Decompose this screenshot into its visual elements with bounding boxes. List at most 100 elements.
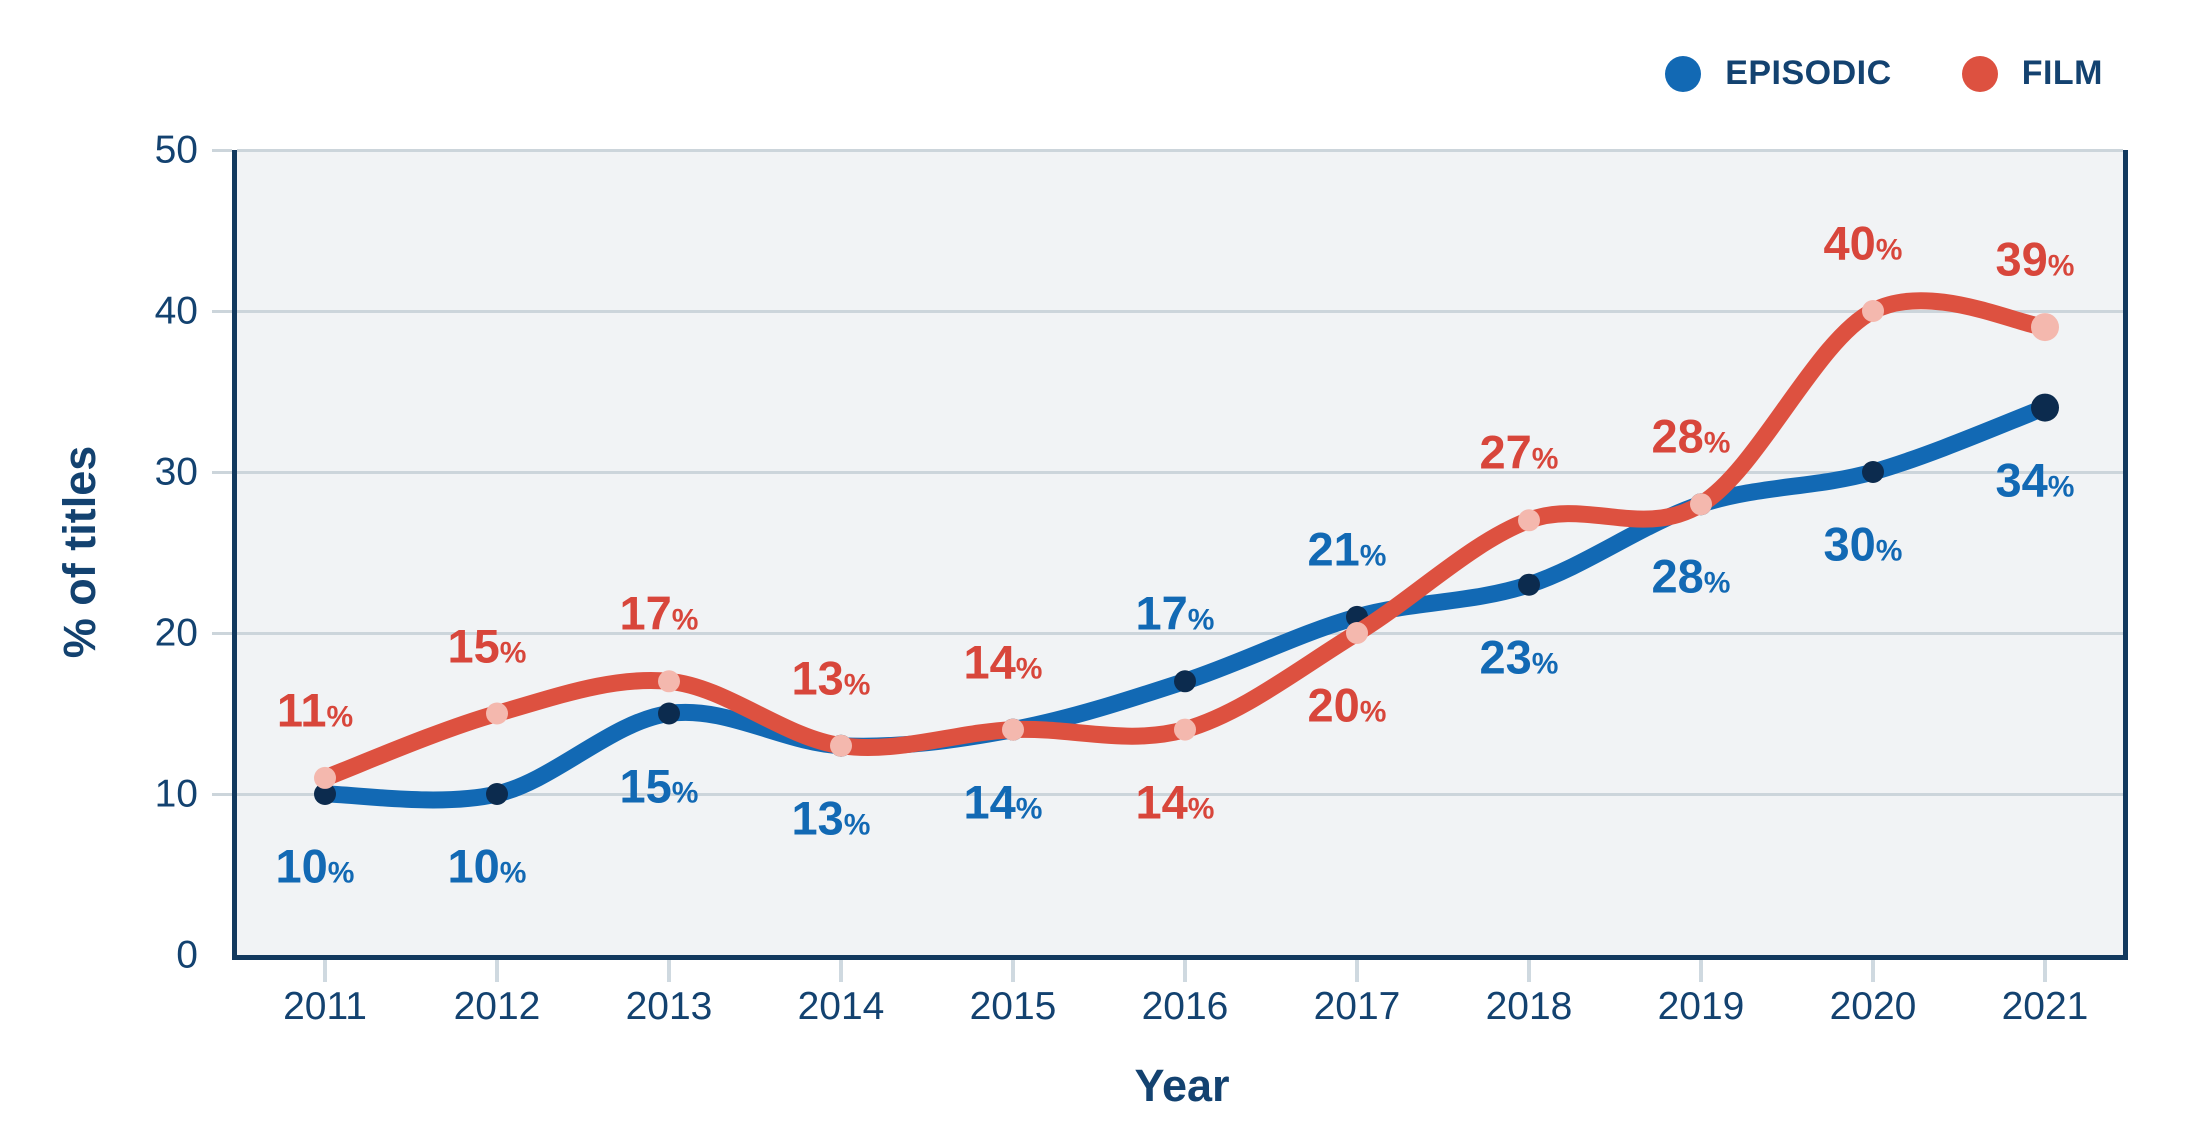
value-number: 21 <box>1307 522 1360 576</box>
x-tick-label-2013: 2013 <box>625 985 713 1028</box>
film-point-2012 <box>486 702 508 725</box>
film-value-label-2014: 13% <box>792 654 871 701</box>
x-tick <box>323 960 327 982</box>
episodic-legend-dot-icon <box>1665 55 1702 92</box>
y-tick <box>212 149 232 152</box>
episodic-point-2018 <box>1518 573 1540 596</box>
value-number: 39 <box>1995 232 2048 286</box>
episodic-value-label-2015: 14% <box>964 778 1043 825</box>
episodic-value-label-2016: 17% <box>1136 590 1215 637</box>
episodic-value-label-2018: 23% <box>1480 633 1559 680</box>
x-tick <box>1699 960 1703 982</box>
episodic-value-label-2013: 15% <box>620 762 699 809</box>
value-number: 23 <box>1479 630 1532 684</box>
x-tick-label-2017: 2017 <box>1313 985 1401 1028</box>
film-value-label-2019: 28% <box>1652 413 1731 460</box>
percent-sign: % <box>1359 539 1387 573</box>
y-tick-label: 30 <box>154 450 198 494</box>
film-point-2013 <box>658 670 680 693</box>
x-tick <box>1527 960 1531 982</box>
film-legend-dot-icon <box>1961 55 1998 92</box>
value-number: 10 <box>447 839 500 893</box>
percent-sign: % <box>843 808 871 842</box>
percent-sign: % <box>327 856 355 890</box>
value-number: 34 <box>1995 453 2048 507</box>
y-tick <box>212 632 232 635</box>
film-value-label-2021: 39% <box>1996 236 2075 283</box>
episodic-value-label-2012: 10% <box>448 843 527 890</box>
x-tick <box>1011 960 1015 982</box>
percent-sign: % <box>1187 603 1215 637</box>
value-number: 13 <box>791 651 844 705</box>
x-tick <box>495 960 499 982</box>
x-tick-label-2019: 2019 <box>1657 985 1745 1028</box>
episodic-point-2016 <box>1174 670 1196 693</box>
percent-sign: % <box>1015 652 1043 686</box>
legend-label-episodic: EPISODIC <box>1725 54 1892 92</box>
x-tick-label-2012: 2012 <box>453 985 541 1028</box>
gridline-40 <box>237 310 2123 313</box>
value-number: 10 <box>275 839 328 893</box>
film-value-label-2015: 14% <box>964 638 1043 685</box>
percent-sign: % <box>1703 566 1731 600</box>
value-number: 11 <box>276 683 327 737</box>
film-value-label-2012: 15% <box>448 622 527 669</box>
value-number: 30 <box>1823 517 1876 571</box>
film-point-2011 <box>314 766 336 789</box>
gridline-30 <box>237 471 2123 474</box>
film-point-2015 <box>1002 718 1024 741</box>
x-tick-label-2021: 2021 <box>2001 985 2089 1028</box>
x-tick-label-2011: 2011 <box>283 985 367 1028</box>
episodic-point-2021 <box>2031 393 2059 422</box>
x-tick-label-2014: 2014 <box>797 985 885 1028</box>
gridline-50 <box>237 149 2123 152</box>
film-point-2017 <box>1346 622 1368 644</box>
film-value-label-2018: 27% <box>1480 429 1559 476</box>
plot-area <box>232 149 2128 960</box>
film-value-label-2013: 17% <box>620 590 699 637</box>
percent-sign: % <box>499 636 527 669</box>
percent-sign: % <box>499 856 527 890</box>
value-number: 28 <box>1651 409 1704 463</box>
percent-sign: % <box>1359 695 1387 729</box>
film-value-label-2011: 11% <box>277 686 353 733</box>
percent-sign: % <box>1875 233 1903 267</box>
x-tick-label-2016: 2016 <box>1141 985 1229 1028</box>
y-tick <box>212 793 232 796</box>
episodic-point-2012 <box>486 783 508 805</box>
value-number: 14 <box>963 775 1016 829</box>
value-number: 15 <box>447 619 500 672</box>
film-value-label-2016: 14% <box>1136 778 1215 825</box>
y-axis-title: % of titles <box>54 445 105 659</box>
film-point-2018 <box>1518 509 1540 532</box>
gridline-10 <box>237 793 2123 796</box>
percent-sign: % <box>2047 249 2075 283</box>
percent-sign: % <box>1187 792 1215 826</box>
x-tick-label-2015: 2015 <box>969 985 1057 1028</box>
y-tick <box>212 471 232 474</box>
legend-label-film: FILM <box>2021 54 2103 92</box>
x-tick-label-2020: 2020 <box>1829 985 1917 1028</box>
value-number: 20 <box>1307 678 1360 732</box>
value-number: 15 <box>619 759 672 812</box>
film-point-2019 <box>1690 493 1712 516</box>
y-tick <box>212 310 232 313</box>
x-tick <box>1355 960 1359 982</box>
percent-sign: % <box>1531 647 1559 681</box>
y-tick-label: 0 <box>176 933 198 977</box>
episodic-value-label-2011: 10% <box>276 843 355 890</box>
legend-item-episodic: EPISODIC <box>1665 54 1891 93</box>
value-number: 13 <box>791 791 844 845</box>
y-tick-label: 50 <box>154 128 198 172</box>
percent-sign: % <box>843 668 871 702</box>
value-number: 14 <box>1135 775 1188 829</box>
value-number: 27 <box>1479 425 1532 479</box>
film-point-2016 <box>1174 718 1196 741</box>
episodic-value-label-2019: 28% <box>1652 553 1731 600</box>
percent-sign: % <box>1703 426 1731 460</box>
x-axis-title: Year <box>1134 1060 1230 1111</box>
legend-item-film: FILM <box>1961 54 2103 93</box>
x-tick <box>667 960 671 982</box>
chart-canvas <box>314 292 2059 809</box>
